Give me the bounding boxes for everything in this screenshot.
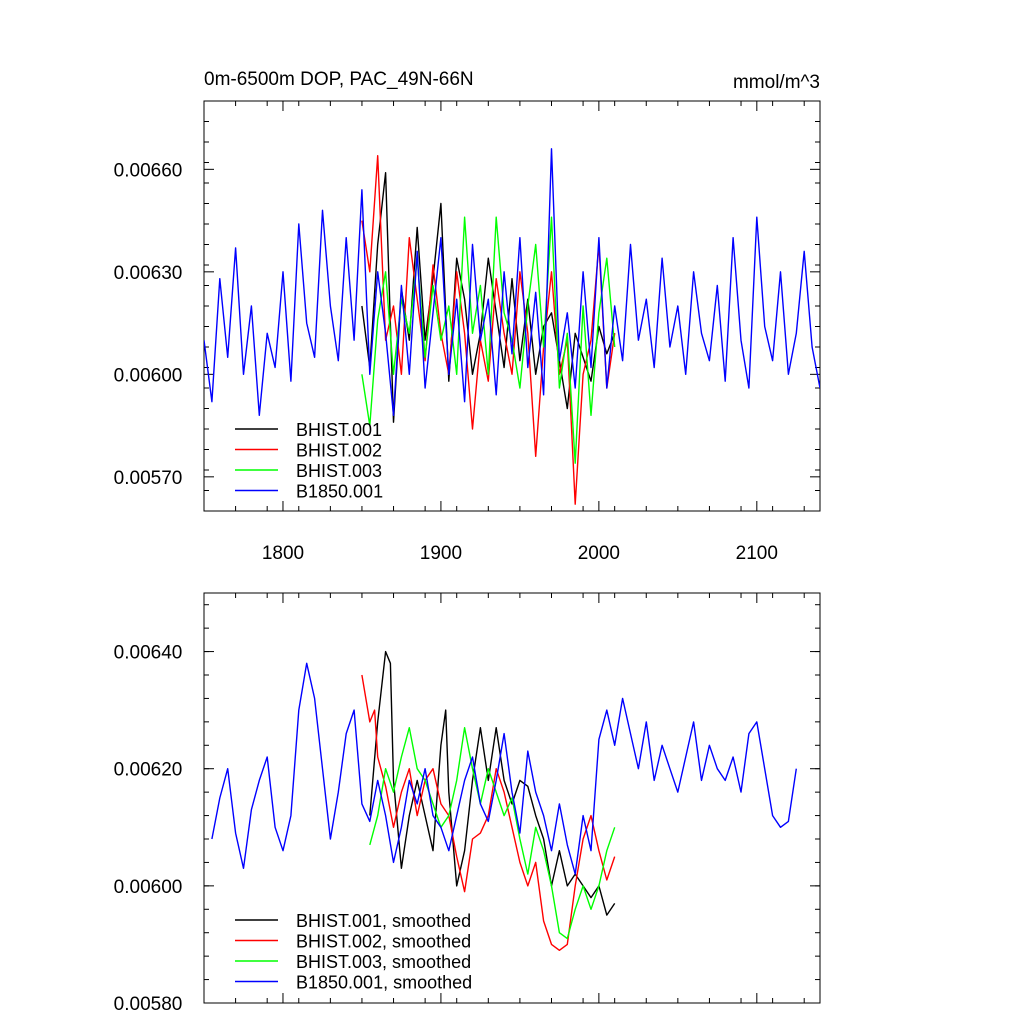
y-tick-label: 0.00630 <box>114 263 183 284</box>
y-tick-label: 0.00640 <box>114 643 183 664</box>
y-tick-label: 0.00580 <box>114 994 183 1015</box>
series-line-b1850-001-smoothed <box>211 662 797 875</box>
series-line-bhist-002 <box>361 154 616 505</box>
chart-title: 0m-6500m DOP, PAC_49N-66N <box>204 69 474 90</box>
plot-frame <box>203 592 821 1004</box>
series-line-bhist-003-smoothed <box>369 727 616 940</box>
x-tick-label: 1900 <box>420 543 462 564</box>
legend-label: BHIST.001, smoothed <box>296 911 471 931</box>
legend-label: BHIST.003 <box>296 461 382 481</box>
series-group <box>204 148 820 505</box>
legend-label: B1850.001, smoothed <box>296 973 472 993</box>
x-tick-label: 1800 <box>262 543 304 564</box>
y-tick-label: 0.00600 <box>114 365 183 386</box>
chart-panel-1: 1800 1900 2000 2100 0.00570 0.00600 0.00630 0.0… <box>114 69 821 564</box>
y-tick-label: 0.00600 <box>114 877 183 898</box>
series-line-b1850-001 <box>204 148 820 416</box>
series-line-bhist-002-smoothed <box>361 674 616 951</box>
y-tick-label: 0.00620 <box>114 760 183 781</box>
legend-label: BHIST.002 <box>296 441 382 461</box>
legend-label: BHIST.001 <box>296 420 382 440</box>
legend-label: BHIST.003, smoothed <box>296 952 471 972</box>
series-line-bhist-001 <box>361 171 616 423</box>
legend-label: BHIST.002, smoothed <box>296 932 471 952</box>
units-label: mmol/m^3 <box>733 72 820 93</box>
legend-label: B1850.001 <box>296 482 383 502</box>
series-line-bhist-001-smoothed <box>369 650 616 916</box>
chart-panel-2: 0.00580 0.00600 0.00620 0.00640 BHIST.001, s… <box>114 592 821 1015</box>
y-tick-label: 0.00570 <box>114 468 183 489</box>
y-tick-label: 0.00660 <box>114 160 183 181</box>
x-tick-label: 2100 <box>736 543 778 564</box>
x-tick-label: 2000 <box>578 543 620 564</box>
series-group <box>211 650 797 951</box>
